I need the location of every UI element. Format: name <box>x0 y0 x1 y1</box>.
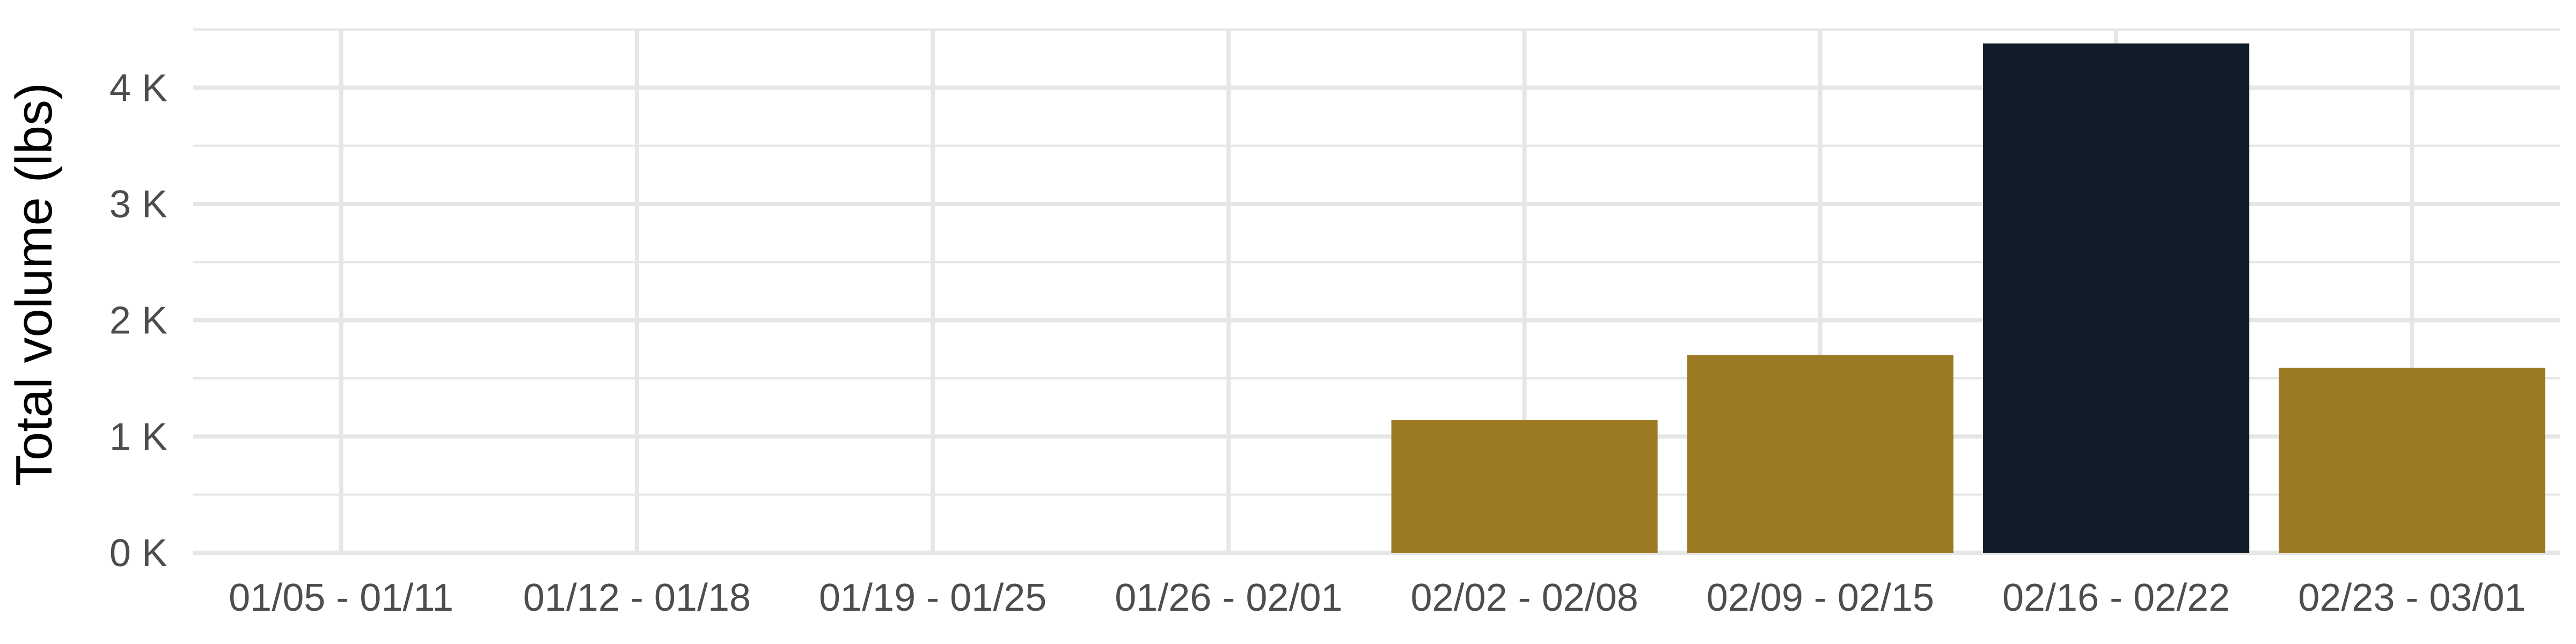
y-tick-label: 4 K <box>109 67 167 109</box>
y-tick-label: 0 K <box>109 532 167 575</box>
bar-02-09-02-15 <box>1687 355 1953 553</box>
y-tick-label: 3 K <box>109 183 167 226</box>
y-axis-title: Total volume (lbs) <box>5 83 63 486</box>
x-axis-ticks: 01/05 - 01/11 01/12 - 01/18 01/19 - 01/25 0… <box>229 576 2526 619</box>
y-tick-label: 1 K <box>109 415 167 458</box>
x-tick-label: 01/05 - 01/11 <box>229 576 453 619</box>
x-tick-label: 02/09 - 02/15 <box>1707 576 1934 619</box>
x-tick-label: 01/19 - 01/25 <box>819 576 1046 619</box>
x-tick-label: 02/16 - 02/22 <box>2002 576 2230 619</box>
bar-02-16-02-22 <box>1983 43 2250 553</box>
bar-02-23-03-01 <box>2279 368 2545 553</box>
y-axis-ticks: 0 K 1 K 2 K 3 K 4 K <box>109 67 167 575</box>
x-tick-label: 02/02 - 02/08 <box>1410 576 1638 619</box>
x-tick-label: 01/26 - 02/01 <box>1115 576 1342 619</box>
bars <box>1391 43 2545 553</box>
bar-02-02-02-08 <box>1391 420 1658 553</box>
y-tick-label: 2 K <box>109 299 167 342</box>
x-tick-label: 01/12 - 01/18 <box>523 576 751 619</box>
x-tick-label: 02/23 - 03/01 <box>2298 576 2526 619</box>
